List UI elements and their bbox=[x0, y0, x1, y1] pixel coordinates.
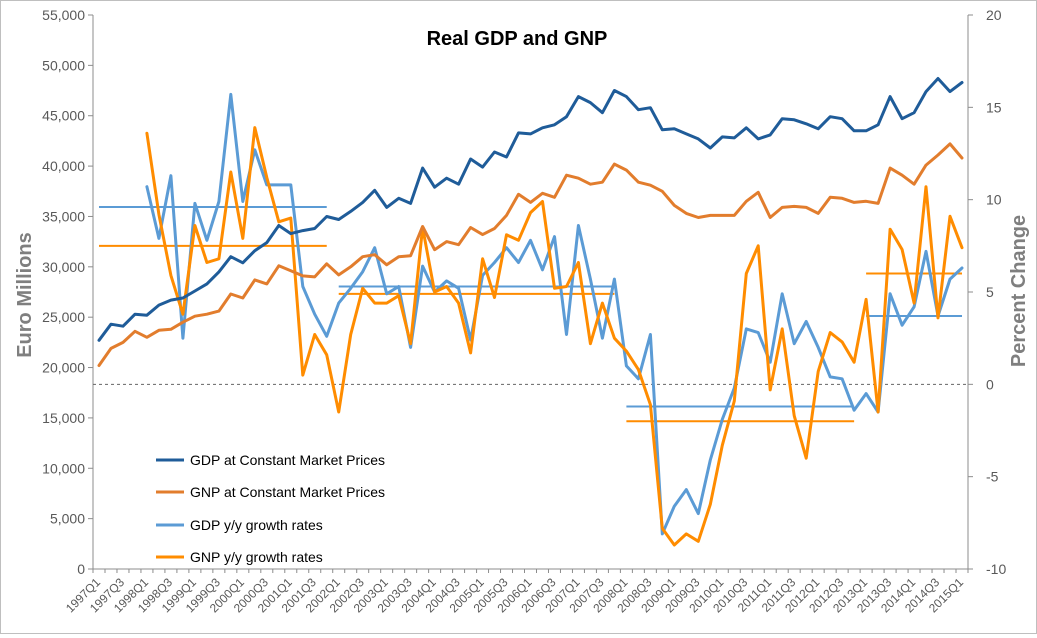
series-line-4 bbox=[145, 126, 964, 547]
axes-group: 0 5,000 10,000 15,000 20,000 25,000 30,000 35,0… bbox=[42, 7, 1006, 615]
y-axis-left-label: Euro Millions bbox=[14, 232, 36, 358]
legend-label: GDP at Constant Market Prices bbox=[190, 452, 385, 468]
legend-label: GNP at Constant Market Prices bbox=[190, 484, 385, 500]
series-line-2 bbox=[97, 142, 964, 367]
chart-title: Real GDP and GNP bbox=[427, 28, 608, 50]
y-left-tick-label: 10,000 bbox=[42, 460, 85, 476]
series-line-1 bbox=[97, 77, 964, 342]
y-left-tick-label: 30,000 bbox=[42, 259, 85, 275]
legend-label: GDP y/y growth rates bbox=[190, 517, 323, 533]
y-left-tick-label: 0 bbox=[77, 561, 85, 577]
y-left-tick-label: 55,000 bbox=[42, 7, 85, 23]
y-left-tick-label: 20,000 bbox=[42, 360, 85, 376]
y-right-tick-label: -5 bbox=[986, 469, 999, 485]
legend-label: GNP y/y growth rates bbox=[190, 549, 323, 565]
series-line-3 bbox=[145, 92, 964, 536]
y-left-tick-label: 50,000 bbox=[42, 57, 85, 73]
y-left-tick-label: 5,000 bbox=[50, 511, 85, 527]
y-left-tick-label: 45,000 bbox=[42, 108, 85, 124]
series-group bbox=[97, 77, 964, 547]
y-right-tick-label: -10 bbox=[986, 561, 1006, 577]
y-left-tick-label: 15,000 bbox=[42, 410, 85, 426]
y-axis-right-label: Percent Change bbox=[1008, 215, 1030, 367]
y-left-tick-label: 40,000 bbox=[42, 158, 85, 174]
y-left-tick-label: 35,000 bbox=[42, 208, 85, 224]
y-right-tick-label: 15 bbox=[986, 99, 1002, 115]
y-right-tick-label: 0 bbox=[986, 376, 994, 392]
y-left-tick-label: 25,000 bbox=[42, 309, 85, 325]
y-right-tick-label: 10 bbox=[986, 192, 1002, 208]
legend-group: GDP at Constant Market Prices GNP at Cons… bbox=[156, 452, 385, 565]
y-right-tick-label: 5 bbox=[986, 284, 994, 300]
y-right-tick-label: 20 bbox=[986, 7, 1002, 23]
